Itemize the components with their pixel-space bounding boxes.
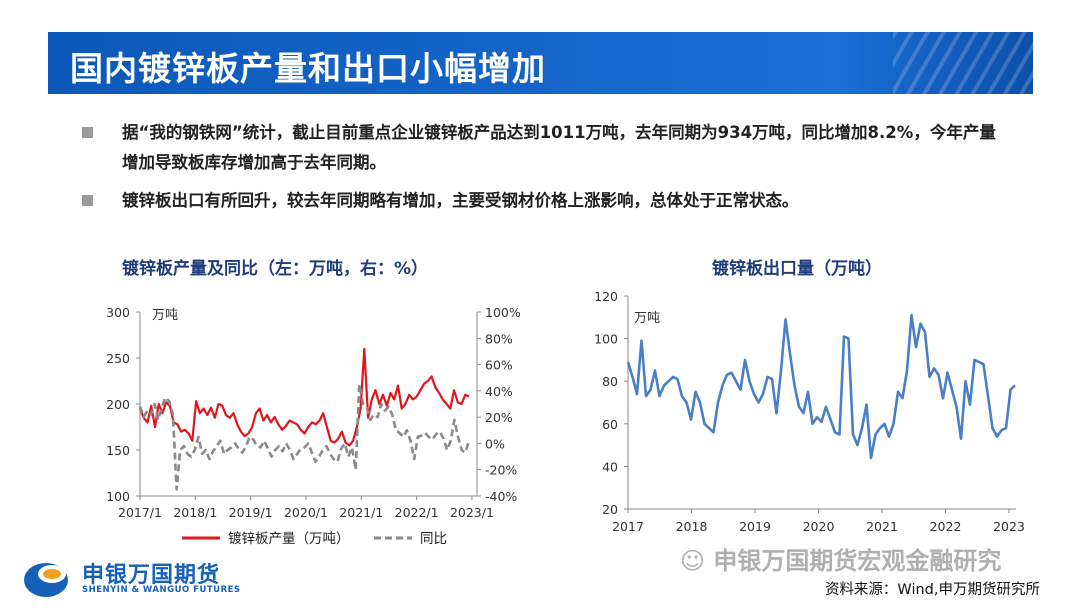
unit-label: 万吨: [152, 308, 178, 323]
x-tick-label: 2023: [993, 519, 1025, 534]
right-chart-title: 镀锌板出口量（万吨）: [712, 259, 882, 279]
y2-tick-label: -20%: [485, 463, 517, 478]
y2-tick-label: -40%: [485, 489, 517, 504]
bullet-square-icon: [82, 195, 93, 206]
y-tick-label: 200: [106, 397, 130, 412]
y-tick-label: 20: [602, 502, 618, 517]
y2-tick-label: 20%: [485, 410, 513, 425]
watermark: ☺ 申银万国期货宏观金融研究: [680, 541, 1001, 576]
y2-tick-label: 60%: [485, 358, 513, 373]
unit-label: 万吨: [634, 311, 660, 326]
bullet-item: 镀锌板出口有所回升，较去年同期略有增加，主要受钢材价格上涨影响，总体处于正常状态…: [82, 186, 1012, 216]
y-tick-label: 120: [594, 289, 618, 304]
left-chart-title: 镀锌板产量及同比（左：万吨，右：%）: [122, 259, 429, 279]
y-tick-label: 100: [106, 489, 130, 504]
legend-yoy-label: 同比: [420, 531, 447, 547]
y-tick-label: 80: [602, 374, 618, 389]
watermark-text: 申银万国期货宏观金融研究: [713, 547, 1002, 575]
x-tick-label: 2017/1: [118, 505, 162, 520]
bullet-list: 据“我的钢铁网”统计，截止目前重点企业镀锌板产品达到1011万吨，去年同期为93…: [82, 118, 1012, 216]
x-tick-label: 2021/1: [339, 505, 383, 520]
y2-tick-label: 40%: [485, 384, 513, 399]
title-bar: 国内镀锌板产量和出口小幅增加: [48, 32, 1033, 94]
x-tick-label: 2019/1: [229, 505, 273, 520]
y-tick-label: 60: [602, 417, 618, 432]
y-tick-label: 250: [106, 351, 130, 366]
y-tick-label: 40: [602, 459, 618, 474]
y2-tick-label: 100%: [485, 305, 521, 320]
x-tick-label: 2022: [930, 519, 962, 534]
x-tick-label: 2019: [739, 519, 771, 534]
source-note: 资料来源：Wind,申万期货研究所: [824, 582, 1040, 598]
title-stripe-decoration: [893, 32, 1033, 94]
bullet-text: 据“我的钢铁网”统计，截止目前重点企业镀锌板产品达到1011万吨，去年同期为93…: [122, 123, 996, 172]
export-line: [626, 313, 1016, 460]
logo-mark-icon: [24, 563, 68, 597]
y2-tick-label: 0%: [485, 436, 505, 451]
logo-text-cn: 申银万国期货: [82, 563, 221, 588]
logo-text-en: SHENYIN & WANGUO FUTURES: [82, 585, 241, 595]
page-title: 国内镀锌板产量和出口小幅增加: [70, 49, 546, 88]
y-tick-label: 300: [106, 305, 130, 320]
yoy-line: [138, 383, 471, 491]
company-logo: 申银万国期货 SHENYIN & WANGUO FUTURES: [22, 556, 240, 600]
y2-tick-label: 80%: [485, 331, 513, 346]
export-volume-chart: 20 40 60 80 100 120 2017 2018 2019 2020 2021 2022 20…: [594, 289, 1025, 534]
watermark-chat-icon: ☺: [680, 547, 714, 575]
bullet-text: 镀锌板出口有所回升，较去年同期略有增加，主要受钢材价格上涨影响，总体处于正常状态…: [122, 191, 799, 210]
x-tick-label: 2018: [676, 519, 708, 534]
x-tick-label: 2020: [803, 519, 835, 534]
x-tick-label: 2023/1: [450, 505, 494, 520]
x-tick-label: 2021: [866, 519, 898, 534]
y-tick-label: 100: [594, 332, 618, 347]
y-tick-label: 150: [106, 443, 130, 458]
bullet-item: 据“我的钢铁网”统计，截止目前重点企业镀锌板产品达到1011万吨，去年同期为93…: [82, 118, 1012, 178]
x-tick-label: 2018/1: [173, 505, 217, 520]
bullet-square-icon: [82, 127, 93, 138]
production-yoy-chart: 100 150 200 250 300 -40% -20% 0% 20% 40% 60% 80% 100…: [106, 305, 521, 547]
x-tick-label: 2020/1: [284, 505, 328, 520]
x-tick-label: 2022/1: [395, 505, 439, 520]
x-tick-label: 2017: [612, 519, 644, 534]
production-line: [138, 347, 470, 447]
legend-production-label: 镀锌板产量（万吨）: [228, 530, 350, 547]
